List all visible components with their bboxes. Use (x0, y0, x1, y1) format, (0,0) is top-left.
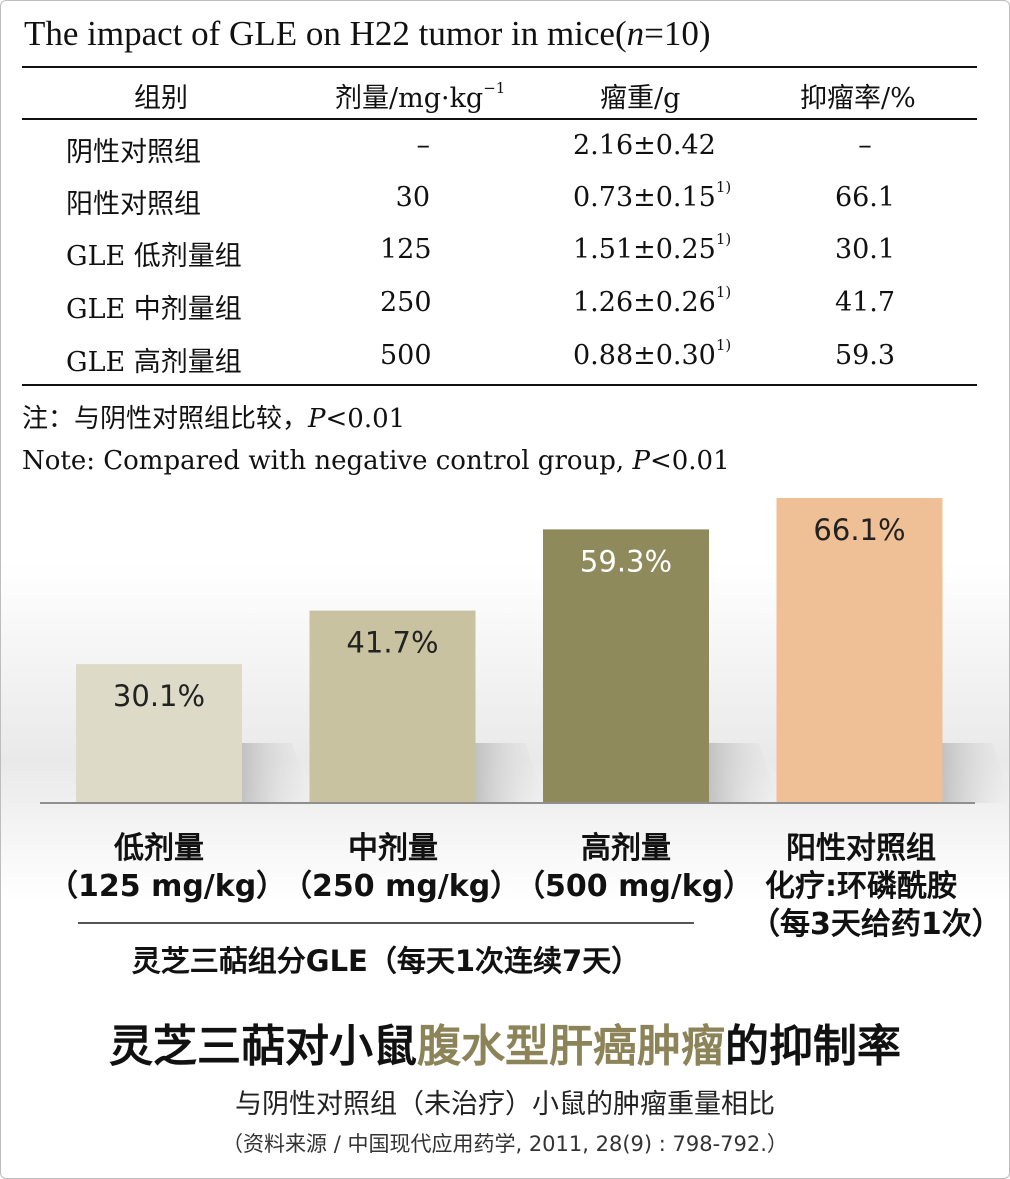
table-row-dose: – (416, 130, 431, 161)
table-row-weight: 0.73±0.151) (573, 178, 731, 213)
weight-mark: 1) (715, 178, 732, 196)
table-row-group: GLE 低剂量组 (66, 241, 242, 272)
title-highlight: 腹水型肝癌肿瘤 (417, 1021, 725, 1072)
table-row-dose: 125 (380, 234, 432, 265)
header-dose: 剂量/mg·kg−1 (335, 76, 505, 115)
category-line: （每3天给药1次） (750, 907, 1002, 942)
table-title-suffix: =10) (644, 14, 711, 53)
header-weight: 瘤重/g (600, 83, 681, 114)
table-row-group: 阳性对照组 (66, 189, 201, 220)
weight-value: 1.51±0.25 (573, 234, 716, 265)
table-row-group: GLE 高剂量组 (66, 347, 242, 378)
table-row-dose: 500 (380, 340, 432, 371)
title-part: 灵芝三萜对小鼠 (109, 1021, 417, 1072)
note-english: Note: Compared with negative control gro… (22, 446, 730, 476)
chart-subtitle: 与阴性对照组（未治疗）小鼠的肿瘤重量相比 (235, 1089, 775, 1120)
weight-mark: 1) (715, 283, 732, 301)
table-title: The impact of GLE on H22 tumor in mice(n… (24, 14, 711, 54)
category-label-low: 低剂量 （125 mg/kg） (48, 830, 287, 906)
bar-shadow (709, 743, 779, 803)
table-row-weight: 2.16±0.42 (573, 130, 716, 161)
table-row-rate: 41.7 (834, 287, 896, 318)
bar (309, 610, 476, 803)
table-row-weight: 1.51±0.251) (573, 230, 731, 265)
category-line: 化疗:环磷酰胺 (765, 869, 957, 904)
category-line: 低剂量 (114, 831, 204, 866)
table-title-prefix: The impact of GLE on H22 tumor in mice( (24, 14, 627, 53)
bar-shadow (242, 743, 312, 803)
table-row-rate: 59.3 (834, 340, 896, 371)
table-row-dose: 30 (395, 182, 430, 213)
weight-value: 0.73±0.15 (573, 182, 716, 213)
chart-title: 灵芝三萜对小鼠腹水型肝癌肿瘤的抑制率 (0, 1010, 1010, 1074)
bar-shadow (942, 743, 1010, 803)
weight-value: 2.16±0.42 (573, 130, 716, 161)
bar (543, 529, 709, 803)
note-cn-text: 注：与阴性对照组比较， (22, 404, 309, 434)
bars-layer: 30.1% 41.7% 59.3% 66.1% (76, 498, 1010, 803)
category-line: 中剂量 (348, 831, 438, 866)
title-part: 的抑制率 (725, 1021, 901, 1072)
bar (76, 664, 242, 803)
weight-mark: 1) (715, 336, 732, 354)
note-cn-p: P (308, 404, 326, 434)
category-line: （125 mg/kg） (48, 869, 287, 904)
category-line: 高剂量 (581, 831, 671, 866)
bar-value-label: 59.3% (580, 544, 672, 578)
source-citation: （资料来源 / 中国现代应用药学, 2011, 28(9) : 798-792.… (222, 1132, 788, 1156)
header-dose-text: 剂量/mg·kg (335, 83, 484, 114)
bar-shadow (475, 743, 546, 803)
table-row-rate: 66.1 (834, 182, 896, 213)
note-cn-suffix: <0.01 (325, 404, 406, 434)
weight-mark: 1) (715, 230, 732, 248)
table-row-group: GLE 中剂量组 (66, 294, 242, 325)
table-header-rule (22, 118, 977, 120)
category-label-mid: 中剂量 （250 mg/kg） (282, 830, 521, 906)
bar-value-label: 30.1% (113, 679, 205, 713)
table-row-weight: 1.26±0.261) (573, 283, 731, 318)
category-label-positive: 阳性对照组 化疗:环磷酰胺 （每3天给药1次） (750, 830, 1002, 944)
bar-value-label: 41.7% (346, 626, 438, 660)
table-top-rule (22, 66, 977, 68)
note-en-p: P (632, 446, 650, 476)
note-en-text: Note: Compared with negative control gro… (22, 446, 633, 476)
note-chinese: 注：与阴性对照组比较，P<0.01 (22, 398, 405, 435)
category-line: （250 mg/kg） (282, 869, 521, 904)
table-row-group: 阴性对照组 (66, 137, 201, 168)
header-group: 组别 (134, 83, 188, 114)
table-row-rate: – (858, 130, 872, 161)
header-dose-sup: −1 (483, 79, 506, 97)
bar-value-label: 66.1% (813, 513, 905, 547)
table-row-rate: 30.1 (834, 234, 896, 265)
group-label: 灵芝三萜组分GLE（每天1次连续7天） (131, 944, 641, 978)
table-title-n: n (626, 14, 645, 53)
bar (776, 498, 943, 803)
category-line: 阳性对照组 (786, 831, 936, 866)
table-row-dose: 250 (380, 287, 432, 318)
category-label-high: 高剂量 （500 mg/kg） (515, 830, 754, 906)
group-bracket-line (78, 922, 694, 924)
category-line: （500 mg/kg） (515, 869, 754, 904)
bar-chart: 30.1% 41.7% 59.3% 66.1% (40, 498, 1010, 804)
weight-value: 1.26±0.26 (573, 287, 716, 318)
weight-value: 0.88±0.30 (573, 340, 716, 371)
table-row-weight: 0.88±0.301) (573, 336, 731, 371)
header-rate: 抑瘤率/% (800, 83, 916, 114)
note-en-suffix: <0.01 (649, 446, 730, 476)
table-bottom-rule (22, 384, 977, 386)
